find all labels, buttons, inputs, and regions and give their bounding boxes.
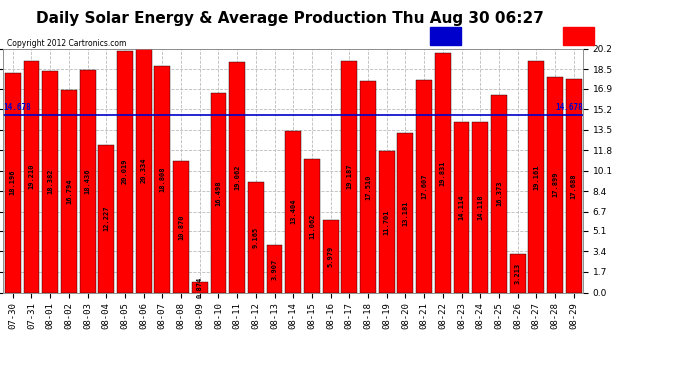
Bar: [5, 73, 21, 292]
Bar: [342, 61, 357, 292]
Bar: [435, 53, 451, 292]
Bar: [285, 131, 302, 292]
Text: 11.062: 11.062: [309, 213, 315, 238]
Bar: [210, 93, 226, 292]
Text: 3.907: 3.907: [272, 258, 277, 279]
Text: 17.899: 17.899: [552, 172, 558, 197]
Bar: [563, 27, 593, 45]
Bar: [323, 220, 339, 292]
Text: 13.404: 13.404: [290, 199, 296, 224]
Bar: [99, 145, 115, 292]
Bar: [472, 122, 488, 292]
Bar: [23, 61, 39, 292]
Text: 14.114: 14.114: [459, 195, 464, 220]
Text: 18.382: 18.382: [47, 169, 53, 194]
Bar: [547, 76, 563, 292]
Bar: [491, 95, 507, 292]
Text: 0.874: 0.874: [197, 277, 203, 298]
Bar: [266, 245, 282, 292]
Text: 11.701: 11.701: [384, 209, 390, 235]
Bar: [416, 80, 432, 292]
Text: 18.808: 18.808: [159, 166, 166, 192]
Text: 14.118: 14.118: [477, 195, 483, 220]
Bar: [379, 151, 395, 292]
Text: 19.831: 19.831: [440, 160, 446, 186]
Bar: [155, 66, 170, 292]
Text: 12.227: 12.227: [104, 206, 109, 231]
Text: 16.373: 16.373: [496, 181, 502, 207]
Text: 16.498: 16.498: [215, 180, 221, 206]
Text: 18.196: 18.196: [10, 170, 16, 195]
Text: 19.187: 19.187: [346, 164, 353, 189]
Text: 13.181: 13.181: [402, 200, 408, 226]
Text: 14.678: 14.678: [555, 104, 583, 112]
Bar: [360, 81, 376, 292]
Text: 14.678: 14.678: [3, 104, 31, 112]
Text: 19.210: 19.210: [28, 164, 34, 189]
Bar: [229, 63, 245, 292]
Bar: [453, 122, 469, 292]
Text: 17.607: 17.607: [421, 174, 427, 199]
Text: Copyright 2012 Cartronics.com: Copyright 2012 Cartronics.com: [7, 39, 126, 48]
Text: 17.688: 17.688: [571, 173, 577, 198]
Text: Average  (kWh): Average (kWh): [464, 31, 529, 40]
Bar: [431, 27, 461, 45]
Text: 19.062: 19.062: [234, 165, 240, 190]
Bar: [510, 254, 526, 292]
Bar: [304, 159, 320, 292]
Text: 10.870: 10.870: [178, 214, 184, 240]
Text: 9.165: 9.165: [253, 226, 259, 248]
Text: 5.979: 5.979: [328, 246, 334, 267]
Bar: [136, 47, 152, 292]
Text: 20.019: 20.019: [122, 159, 128, 184]
Bar: [529, 61, 544, 292]
Bar: [192, 282, 208, 292]
Bar: [397, 134, 413, 292]
Bar: [79, 70, 95, 292]
Text: 20.334: 20.334: [141, 157, 147, 183]
Text: 3.213: 3.213: [515, 262, 521, 284]
Bar: [117, 51, 133, 292]
Bar: [61, 90, 77, 292]
Bar: [248, 182, 264, 292]
Text: 18.436: 18.436: [85, 168, 90, 194]
Bar: [173, 161, 189, 292]
Text: 17.510: 17.510: [365, 174, 371, 200]
Bar: [566, 79, 582, 292]
Text: 16.794: 16.794: [66, 178, 72, 204]
Text: Daily Solar Energy & Average Production Thu Aug 30 06:27: Daily Solar Energy & Average Production …: [36, 11, 544, 26]
Bar: [42, 70, 58, 292]
Text: Daily  (kWh): Daily (kWh): [596, 31, 652, 40]
Text: 19.161: 19.161: [533, 164, 540, 190]
